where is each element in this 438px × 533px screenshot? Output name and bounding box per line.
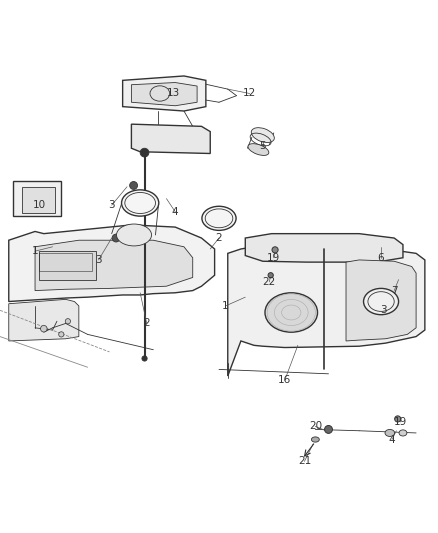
FancyBboxPatch shape — [39, 251, 96, 280]
Ellipse shape — [248, 144, 269, 156]
Ellipse shape — [364, 288, 399, 314]
Text: 19: 19 — [267, 253, 280, 263]
Polygon shape — [35, 240, 193, 290]
Ellipse shape — [112, 234, 120, 242]
Text: 3: 3 — [380, 305, 387, 316]
Text: 4: 4 — [389, 434, 396, 445]
Ellipse shape — [311, 437, 319, 442]
Polygon shape — [123, 76, 206, 111]
Text: 21: 21 — [298, 456, 311, 466]
Ellipse shape — [41, 326, 47, 332]
Text: 16: 16 — [278, 375, 291, 385]
Polygon shape — [245, 233, 403, 262]
Ellipse shape — [325, 425, 332, 433]
Ellipse shape — [399, 430, 407, 436]
Polygon shape — [346, 260, 416, 341]
Text: 3: 3 — [108, 200, 115, 210]
Ellipse shape — [117, 224, 152, 246]
Ellipse shape — [65, 319, 71, 324]
Polygon shape — [9, 225, 215, 302]
Text: 19: 19 — [394, 417, 407, 427]
Ellipse shape — [251, 128, 274, 142]
Ellipse shape — [385, 430, 395, 437]
Ellipse shape — [364, 297, 372, 305]
Text: 13: 13 — [166, 88, 180, 99]
Ellipse shape — [268, 273, 273, 278]
FancyBboxPatch shape — [13, 181, 61, 216]
Text: 1: 1 — [222, 301, 229, 311]
Polygon shape — [228, 247, 425, 376]
Ellipse shape — [395, 416, 401, 422]
Text: 12: 12 — [243, 88, 256, 99]
Ellipse shape — [272, 247, 278, 253]
Polygon shape — [9, 300, 79, 341]
FancyBboxPatch shape — [22, 187, 55, 213]
Ellipse shape — [121, 190, 159, 216]
Text: 2: 2 — [215, 233, 223, 243]
Text: 4: 4 — [172, 207, 179, 217]
Ellipse shape — [130, 182, 138, 189]
Text: 10: 10 — [33, 200, 46, 210]
Ellipse shape — [142, 356, 147, 361]
Ellipse shape — [140, 148, 149, 157]
Ellipse shape — [202, 206, 236, 230]
Text: 2: 2 — [143, 318, 150, 328]
Text: 20: 20 — [309, 422, 322, 431]
Polygon shape — [131, 83, 197, 106]
Text: 22: 22 — [263, 277, 276, 287]
Polygon shape — [131, 124, 210, 154]
Text: 7: 7 — [391, 286, 398, 296]
Text: 5: 5 — [259, 141, 266, 151]
Ellipse shape — [59, 332, 64, 337]
Ellipse shape — [265, 293, 318, 332]
Text: 3: 3 — [95, 255, 102, 265]
Text: 6: 6 — [378, 253, 385, 263]
Text: 1: 1 — [32, 246, 39, 256]
